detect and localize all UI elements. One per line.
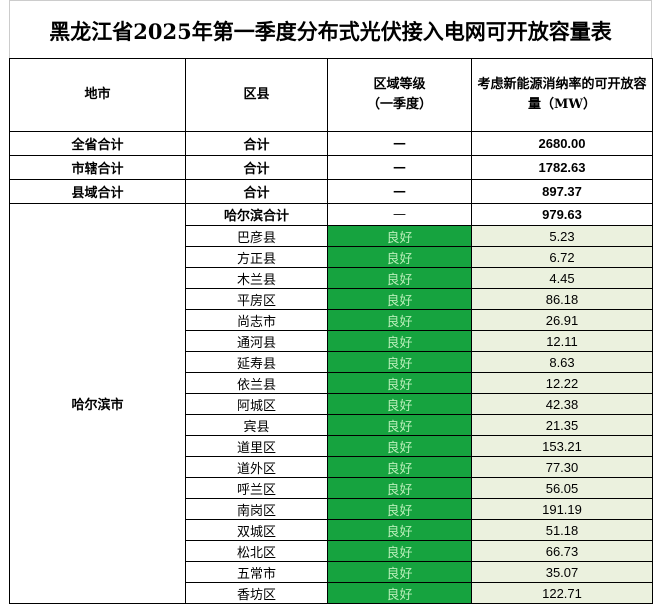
capacity-cell: 42.38 — [471, 393, 653, 415]
district-cell: 哈尔滨合计 — [185, 203, 328, 226]
table-row: 地市 区县 区域等级 （一季度） 考虑新能源消纳率的可开放容量（MW） — [9, 58, 653, 132]
grade-cell: 良好 — [327, 351, 472, 373]
header-cell: 区域等级 （一季度） — [327, 58, 472, 132]
grade-cell: 良好 — [327, 561, 472, 583]
table-row: 延寿县 良好 8.63 — [10, 351, 653, 373]
region-cell: 全省合计 — [9, 131, 186, 156]
district-cell: 延寿县 — [185, 351, 328, 373]
district-cell: 道里区 — [185, 435, 328, 457]
capacity-cell: 2680.00 — [471, 131, 653, 156]
table-row: 呼兰区 良好 56.05 — [10, 477, 653, 499]
capacity-cell: 51.18 — [471, 519, 653, 541]
capacity-cell: 153.21 — [471, 435, 653, 457]
grade-cell: 良好 — [327, 414, 472, 436]
table-body: 地市 区县 区域等级 （一季度） 考虑新能源消纳率的可开放容量（MW） 全省合计 合计 —2… — [9, 58, 653, 604]
header-cell: 区县 — [185, 58, 328, 132]
grade-cell: — — [327, 203, 472, 226]
grade-cell: 良好 — [327, 393, 472, 415]
table-row: 木兰县 良好 4.45 — [10, 267, 653, 289]
district-cell: 道外区 — [185, 456, 328, 478]
table-row: 道外区 良好 77.30 — [10, 456, 653, 478]
capacity-cell: 6.72 — [471, 246, 653, 268]
table-row: 平房区 良好 86.18 — [10, 288, 653, 310]
table-row: 依兰县 良好 12.22 — [10, 372, 653, 394]
capacity-cell: 26.91 — [471, 309, 653, 331]
grade-cell: 良好 — [327, 519, 472, 541]
table-title: 黑龙江省2025年第一季度分布式光伏接入电网可开放容量表 — [9, 0, 652, 58]
grade-cell: 良好 — [327, 498, 472, 520]
district-cell: 松北区 — [185, 540, 328, 562]
grade-cell: 良好 — [327, 288, 472, 310]
capacity-table: 地市 区县 区域等级 （一季度） 考虑新能源消纳率的可开放容量（MW） 全省合计 合计 —2… — [9, 58, 653, 604]
region-cell: 市辖合计 — [9, 155, 186, 180]
grade-cell: — — [327, 155, 472, 180]
capacity-cell: 56.05 — [471, 477, 653, 499]
grade-cell: 良好 — [327, 477, 472, 499]
table-row: 香坊区 良好 122.71 — [10, 582, 653, 604]
district-cell: 合计 — [185, 179, 328, 204]
district-cell: 合计 — [185, 131, 328, 156]
district-cell: 木兰县 — [185, 267, 328, 289]
table-row: 县域合计 合计 —897.37 — [9, 179, 653, 204]
capacity-cell: 122.71 — [471, 582, 653, 604]
table-row: 五常市 良好 35.07 — [10, 561, 653, 583]
region-cell: 县域合计 — [9, 179, 186, 204]
capacity-cell: 191.19 — [471, 498, 653, 520]
capacity-cell: 35.07 — [471, 561, 653, 583]
district-cell: 呼兰区 — [185, 477, 328, 499]
grade-cell: 良好 — [327, 372, 472, 394]
grade-cell: 良好 — [327, 435, 472, 457]
district-cell: 方正县 — [185, 246, 328, 268]
capacity-cell: 8.63 — [471, 351, 653, 373]
capacity-cell: 86.18 — [471, 288, 653, 310]
grade-cell: 良好 — [327, 309, 472, 331]
district-cell: 尚志市 — [185, 309, 328, 331]
capacity-cell: 4.45 — [471, 267, 653, 289]
header-cell: 地市 — [9, 58, 186, 132]
table-row: 市辖合计 合计 —1782.63 — [9, 155, 653, 180]
table-row: 阿城区 良好 42.38 — [10, 393, 653, 415]
capacity-cell: 66.73 — [471, 540, 653, 562]
district-cell: 平房区 — [185, 288, 328, 310]
grade-cell: 良好 — [327, 246, 472, 268]
grade-cell: 良好 — [327, 456, 472, 478]
grade-cell: 良好 — [327, 225, 472, 247]
capacity-cell: 12.22 — [471, 372, 653, 394]
district-cell: 宾县 — [185, 414, 328, 436]
district-cell: 合计 — [185, 155, 328, 180]
capacity-cell: 77.30 — [471, 456, 653, 478]
district-cell: 巴彦县 — [185, 225, 328, 247]
table-row: 哈尔滨市 哈尔滨合计 —979.63 — [9, 203, 653, 604]
grade-cell: — — [327, 179, 472, 204]
table-row: 道里区 良好 153.21 — [10, 435, 653, 457]
district-cell: 南岗区 — [185, 498, 328, 520]
district-cell: 阿城区 — [185, 393, 328, 415]
table-row: 宾县 良好 21.35 — [10, 414, 653, 436]
district-cell: 依兰县 — [185, 372, 328, 394]
district-cell: 通河县 — [185, 330, 328, 352]
city-cell: 哈尔滨市 — [9, 203, 186, 604]
capacity-cell: 1782.63 — [471, 155, 653, 180]
grade-cell: — — [327, 131, 472, 156]
capacity-cell: 12.11 — [471, 330, 653, 352]
district-cell: 五常市 — [185, 561, 328, 583]
district-cell: 香坊区 — [185, 582, 328, 604]
grade-cell: 良好 — [327, 582, 472, 604]
table-row: 全省合计 合计 —2680.00 — [9, 131, 653, 156]
grade-cell: 良好 — [327, 267, 472, 289]
grade-cell: 良好 — [327, 540, 472, 562]
district-cell: 双城区 — [185, 519, 328, 541]
capacity-cell: 979.63 — [471, 203, 653, 226]
grade-cell: 良好 — [327, 330, 472, 352]
header-cell: 考虑新能源消纳率的可开放容量（MW） — [471, 58, 653, 132]
capacity-cell: 897.37 — [471, 179, 653, 204]
capacity-cell: 5.23 — [471, 225, 653, 247]
capacity-cell: 21.35 — [471, 414, 653, 436]
